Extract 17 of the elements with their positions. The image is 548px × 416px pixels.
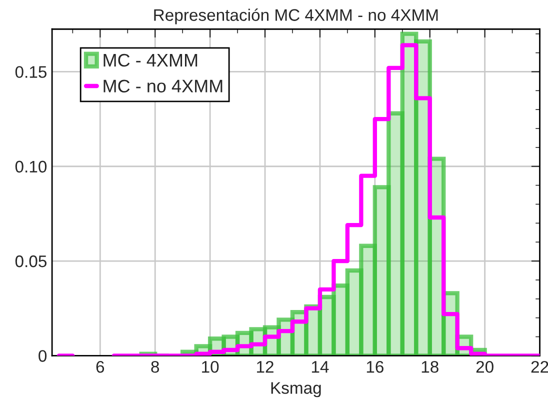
legend-label: MC - no 4XMM xyxy=(104,80,222,92)
y-tick-label: 0.10 xyxy=(15,160,47,173)
x-tick-label: 12 xyxy=(257,360,274,373)
x-tick-label: 18 xyxy=(422,360,438,373)
y-tick-label: 0.15 xyxy=(15,66,47,78)
x-tick-label: 14 xyxy=(312,361,329,373)
x-axis-title: Ksmag xyxy=(271,382,321,398)
x-tick-label: 22 xyxy=(531,360,548,373)
x-tick-label: 10 xyxy=(202,360,219,373)
x-tick-label: 16 xyxy=(366,360,384,373)
chart-title: Representación MC 4XMM - no 4XMM xyxy=(154,8,438,24)
legend-label: MC - 4XMM xyxy=(104,54,198,67)
x-tick-label: 6 xyxy=(96,360,104,373)
x-tick-label: 8 xyxy=(151,360,160,373)
y-tick-label: 0 xyxy=(38,350,47,362)
y-tick-label: 0.05 xyxy=(15,255,47,268)
x-tick-label: 20 xyxy=(476,360,494,373)
